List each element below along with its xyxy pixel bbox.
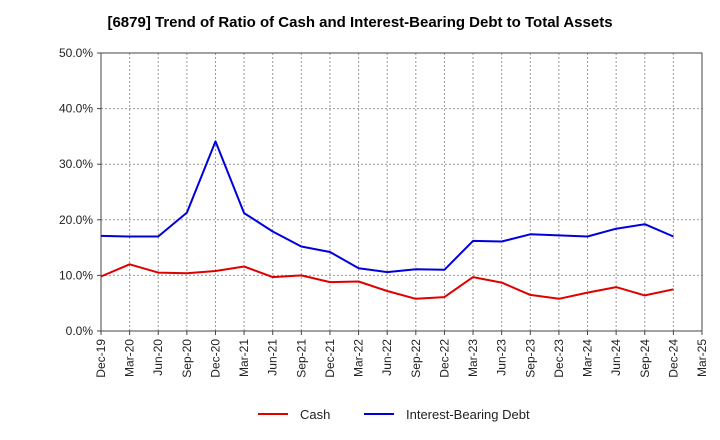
- legend: Cash Interest-Bearing Debt: [258, 407, 530, 422]
- x-tick-label: Mar-21: [237, 339, 251, 377]
- chart-title: [6879] Trend of Ratio of Cash and Intere…: [107, 14, 613, 31]
- plot-area-frame: [100, 52, 703, 332]
- series-line-interest-bearing-debt: [100, 140, 674, 274]
- y-tick-label: 10.0%: [59, 268, 93, 282]
- x-tick-label: Dec-22: [437, 339, 451, 378]
- x-tick-label: Jun-20: [151, 339, 165, 376]
- x-tick-label: Mar-24: [581, 339, 595, 377]
- series-lines: [100, 140, 674, 300]
- series-line-cash: [100, 263, 674, 300]
- x-tick-label: Mar-23: [466, 339, 480, 377]
- x-tick-label: Mar-22: [352, 339, 366, 377]
- x-tick-label: Dec-23: [552, 339, 566, 378]
- y-tick-label: 30.0%: [59, 157, 93, 171]
- x-tick-label: Mar-20: [123, 339, 137, 377]
- y-tick-label: 20.0%: [59, 213, 93, 227]
- x-tick-label: Sep-21: [294, 339, 308, 378]
- grid-lines: [100, 52, 703, 332]
- x-tick-label: Dec-20: [208, 339, 222, 378]
- x-tick-label: Dec-21: [323, 339, 337, 378]
- x-tick-label: Jun-23: [495, 339, 509, 376]
- x-tick-label: Sep-22: [409, 339, 423, 378]
- x-tick-label: Sep-24: [638, 339, 652, 378]
- x-tick-label: Sep-23: [523, 339, 537, 378]
- y-tick-label: 50.0%: [59, 46, 93, 60]
- x-tick-label: Dec-24: [666, 339, 680, 378]
- y-tick-label: 40.0%: [59, 102, 93, 116]
- x-tick-label: Jun-22: [380, 339, 394, 376]
- x-tick-label: Dec-19: [94, 339, 108, 378]
- x-tick-label: Mar-25: [695, 339, 709, 377]
- x-tick-label: Sep-20: [180, 339, 194, 378]
- x-tick-label: Jun-21: [266, 339, 280, 376]
- y-tick-label: 0.0%: [66, 324, 94, 338]
- x-axis: Dec-19 Mar-20 Jun-20 Sep-20 Dec-20 Mar-21 Jun-…: [94, 331, 709, 378]
- legend-label: Interest-Bearing Debt: [406, 407, 530, 422]
- x-tick-label: Jun-24: [609, 339, 623, 376]
- y-axis: 0.0% 10.0% 20.0% 30.0% 40.0% 50.0%: [59, 46, 101, 338]
- legend-label: Cash: [300, 407, 330, 422]
